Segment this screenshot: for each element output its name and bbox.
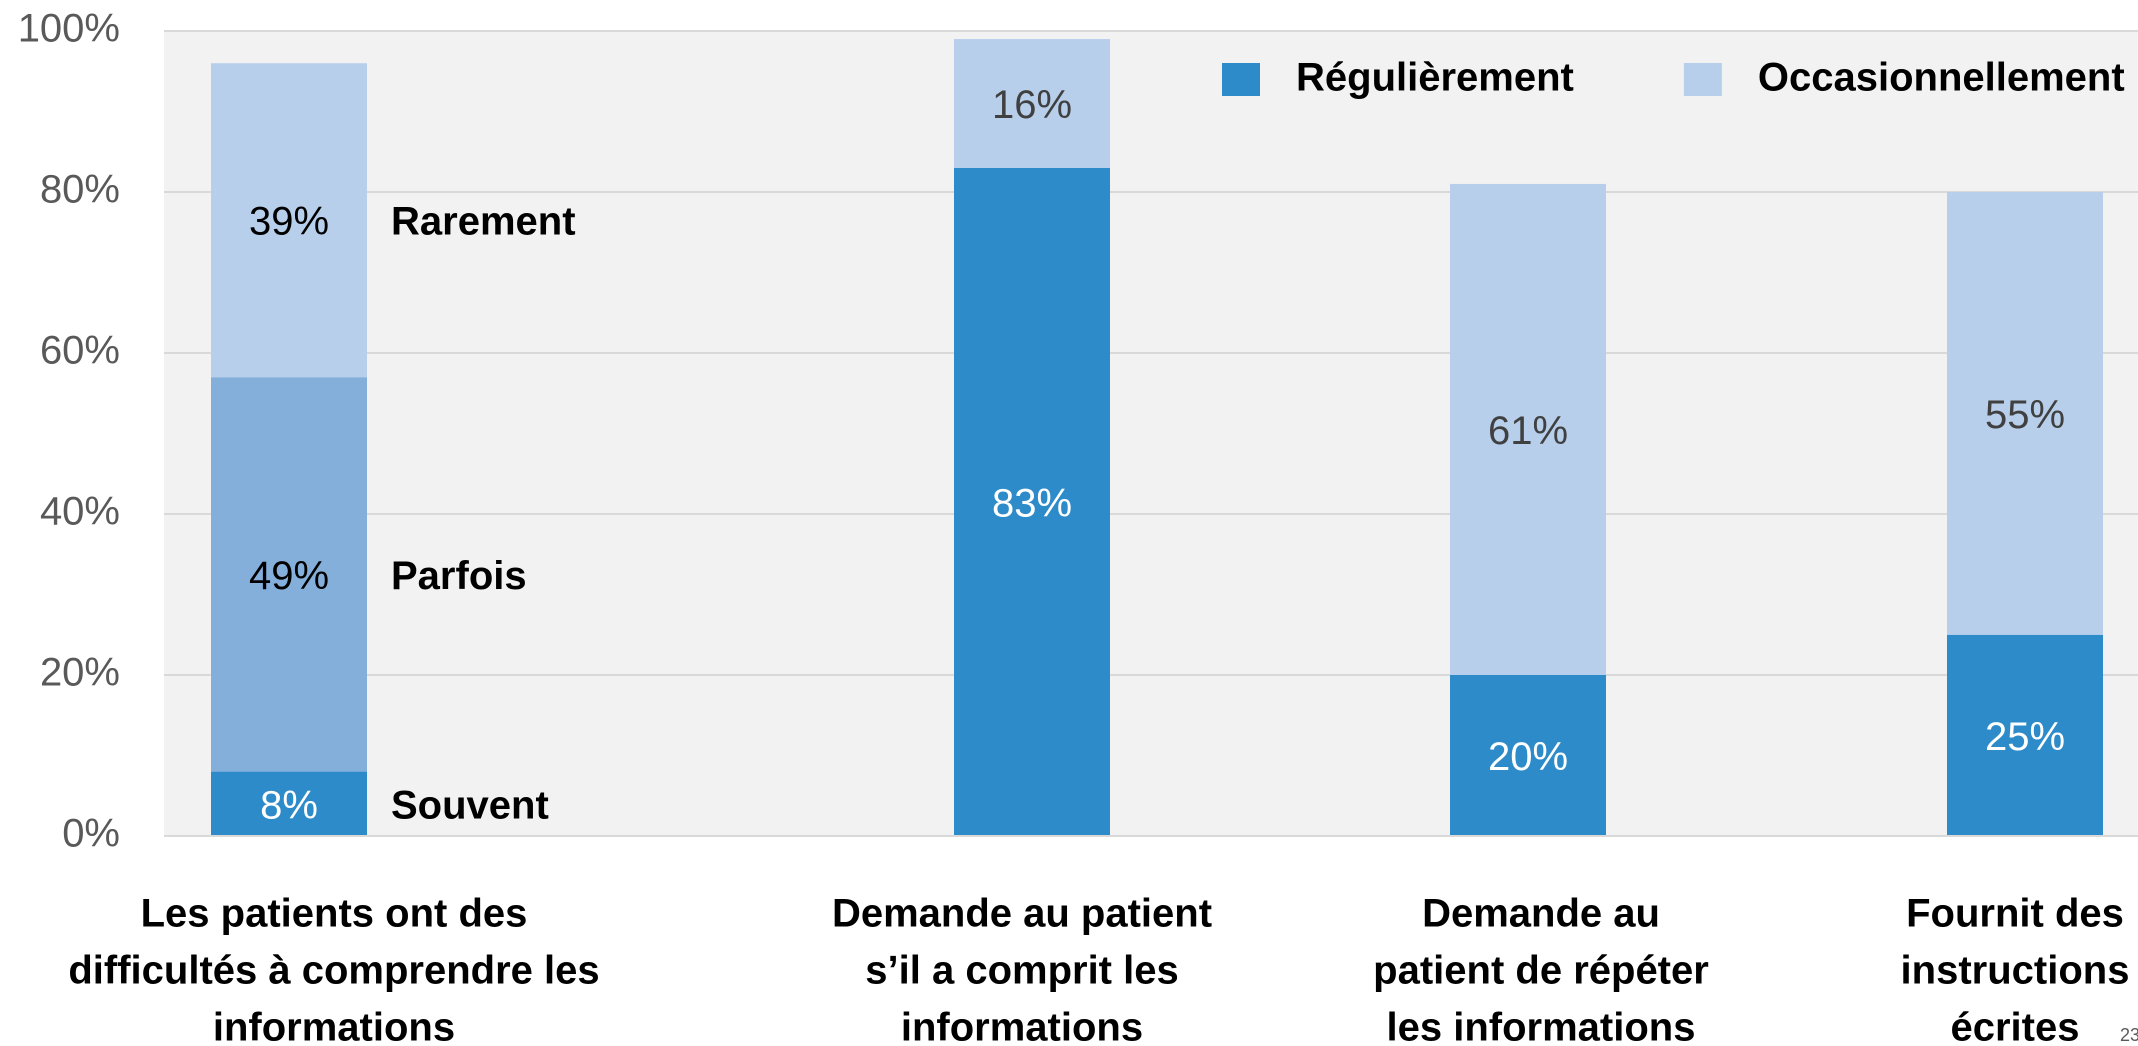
y-tick-label: 0% — [62, 812, 120, 856]
bar-segment — [1450, 675, 1606, 836]
data-label: 83% — [992, 481, 1072, 525]
data-label: 8% — [260, 783, 318, 827]
data-label: 16% — [992, 83, 1072, 127]
bar-segment — [211, 771, 367, 836]
x-tick-label: informations — [213, 1006, 455, 1046]
x-tick-label: Fournit des — [1906, 892, 2124, 936]
plot-background — [164, 31, 2138, 836]
y-tick-label: 60% — [40, 329, 120, 373]
y-tick-label: 100% — [18, 7, 120, 51]
bar-segment — [954, 167, 1110, 837]
y-tick-label: 80% — [40, 168, 120, 212]
y-tick-label: 40% — [40, 490, 120, 534]
data-label: 49% — [249, 554, 329, 598]
legend-swatch — [1683, 63, 1722, 96]
page-number: 23 — [2120, 1025, 2138, 1045]
bar-segment — [1450, 183, 1606, 675]
data-label: 39% — [249, 200, 329, 244]
legend-label: Régulièrement — [1296, 56, 1574, 100]
x-tick-label: s’il a comprit les — [865, 949, 1178, 993]
legend-label: Occasionnellement — [1758, 56, 2125, 100]
x-tick-label: informations — [901, 1006, 1143, 1046]
x-tick-label: écrites — [1951, 1006, 2080, 1046]
data-label: 61% — [1488, 409, 1568, 453]
x-tick-label: Les patients ont des — [141, 892, 528, 936]
data-label: 25% — [1985, 715, 2065, 759]
bar-segment — [1947, 192, 2103, 635]
segment-name: Rarement — [391, 200, 576, 244]
x-tick-label: difficultés à comprendre les — [68, 949, 599, 993]
bar-segment — [954, 39, 1110, 168]
x-tick-label: Demande au — [1422, 892, 1660, 936]
bar-segment — [211, 63, 367, 378]
x-tick-label: patient de répéter — [1373, 949, 1709, 993]
segment-name: Parfois — [391, 554, 527, 598]
bar-segment — [1947, 634, 2103, 836]
data-label: 55% — [1985, 393, 2065, 437]
x-tick-label: instructions — [1901, 949, 2130, 993]
data-label: 20% — [1488, 735, 1568, 779]
x-tick-label: les informations — [1387, 1006, 1696, 1046]
bar-segment — [211, 377, 367, 772]
segment-name: Souvent — [391, 783, 549, 827]
legend-swatch — [1222, 63, 1260, 96]
y-tick-label: 20% — [40, 651, 120, 695]
x-tick-label: Demande au patient — [832, 892, 1212, 936]
